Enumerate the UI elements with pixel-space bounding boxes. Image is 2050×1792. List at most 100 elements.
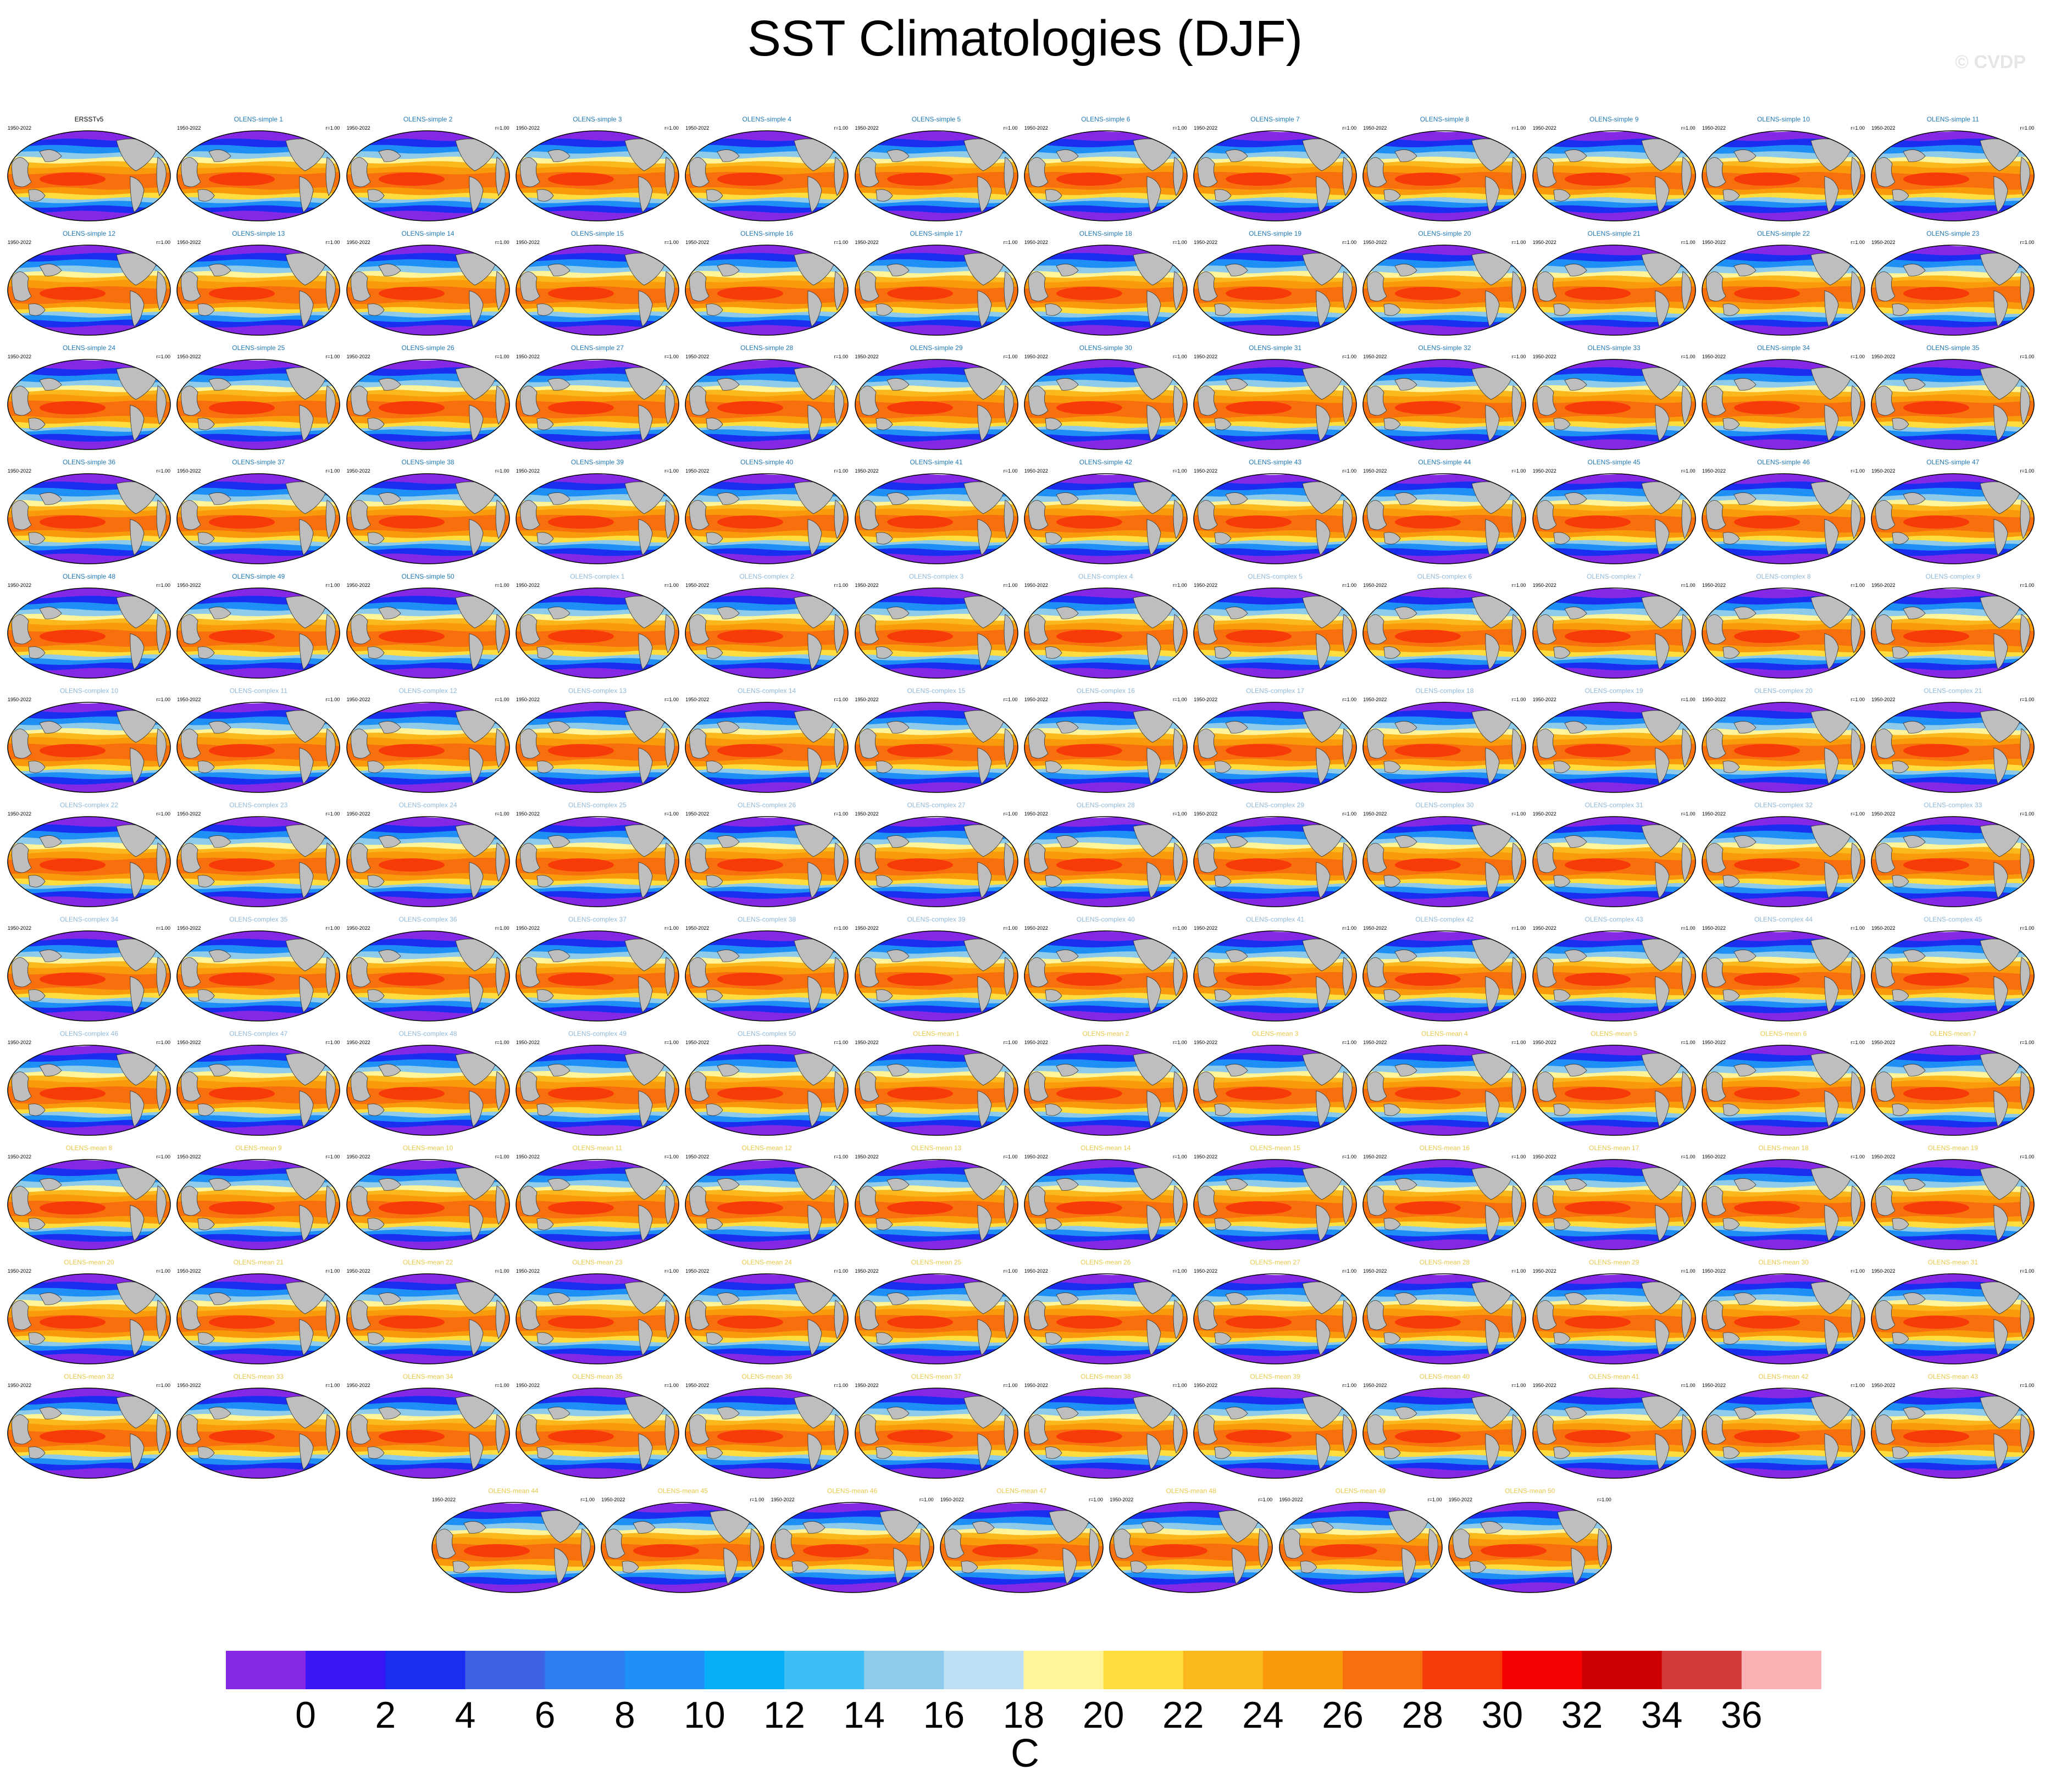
map-panel: OLENS-complex 31 1950-2022 r=1.00 — [1532, 801, 1697, 910]
panel-pattern-correlation: r=1.00 — [834, 811, 849, 817]
panel-title: OLENS-complex 21 — [1924, 687, 1982, 695]
map-panel: OLENS-mean 23 1950-2022 r=1.00 — [515, 1258, 680, 1367]
sst-map — [1193, 1045, 1357, 1136]
sst-map — [1532, 587, 1696, 679]
panel-pattern-correlation: r=1.00 — [834, 354, 849, 359]
panel-years: 1950-2022 — [516, 925, 540, 931]
sst-map — [1871, 473, 2035, 564]
sst-map — [601, 1502, 765, 1593]
panel-years: 1950-2022 — [346, 468, 370, 474]
panel-years: 1950-2022 — [855, 1040, 879, 1045]
sst-field — [8, 931, 170, 1021]
sst-map — [1871, 702, 2035, 793]
map-panel: OLENS-complex 42 1950-2022 r=1.00 — [1362, 916, 1527, 1024]
map-panel: OLENS-simple 49 1950-2022 r=1.00 — [176, 573, 341, 681]
sst-map — [1532, 1159, 1696, 1250]
map-panel: OLENS-mean 18 1950-2022 r=1.00 — [1701, 1144, 1866, 1253]
panel-title: OLENS-simple 49 — [232, 573, 285, 580]
map-panel: OLENS-simple 35 1950-2022 r=1.00 — [1870, 344, 2035, 453]
sst-map — [1362, 1045, 1527, 1136]
panel-years: 1950-2022 — [1532, 1154, 1556, 1159]
panel-pattern-correlation: r=1.00 — [1850, 1154, 1865, 1159]
panel-years: 1950-2022 — [1194, 582, 1218, 588]
map-panel: OLENS-complex 29 1950-2022 r=1.00 — [1193, 801, 1358, 910]
panel-years: 1950-2022 — [1194, 468, 1218, 474]
sst-map — [176, 359, 341, 450]
sst-map — [176, 130, 341, 221]
panel-pattern-correlation: r=1.00 — [1850, 925, 1865, 931]
sst-field — [1871, 931, 2035, 1021]
sst-map — [1702, 1273, 1865, 1364]
panel-title: OLENS-mean 20 — [64, 1258, 114, 1266]
panel-years: 1950-2022 — [1024, 697, 1048, 702]
panel-years: 1950-2022 — [685, 468, 710, 474]
sst-map — [1024, 816, 1188, 907]
panel-pattern-correlation: r=1.00 — [1173, 125, 1187, 131]
panel-years: 1950-2022 — [177, 240, 201, 245]
panel-years: 1950-2022 — [1363, 1154, 1387, 1159]
panel-title: OLENS-simple 21 — [1587, 230, 1641, 237]
panel-years: 1950-2022 — [1702, 925, 1726, 931]
panel-title: OLENS-complex 43 — [1584, 916, 1643, 923]
map-panel: OLENS-complex 19 1950-2022 r=1.00 — [1532, 687, 1697, 796]
sst-field — [1024, 588, 1187, 678]
panel-pattern-correlation: r=1.00 — [834, 468, 849, 474]
map-panel: OLENS-complex 50 1950-2022 r=1.00 — [684, 1030, 849, 1139]
sst-map — [1871, 930, 2035, 1022]
map-panel: OLENS-complex 10 1950-2022 r=1.00 — [7, 687, 171, 796]
panel-title: OLENS-mean 11 — [572, 1144, 623, 1152]
panel-pattern-correlation: r=1.00 — [1003, 1040, 1018, 1045]
panel-pattern-correlation: r=1.00 — [1173, 697, 1187, 702]
panel-years: 1950-2022 — [1702, 125, 1726, 131]
panel-years: 1950-2022 — [1871, 1154, 1896, 1159]
map-panel: OLENS-complex 14 1950-2022 r=1.00 — [684, 687, 849, 796]
panel-title: OLENS-simple 32 — [1418, 344, 1471, 352]
panel-title: OLENS-simple 36 — [62, 458, 116, 466]
colorbar-tick-label: 2 — [375, 1694, 396, 1736]
panel-pattern-correlation: r=1.00 — [1511, 354, 1526, 359]
panel-pattern-correlation: r=1.00 — [2020, 354, 2035, 359]
colorbar-tick-label: 28 — [1401, 1694, 1444, 1736]
map-panel: OLENS-mean 10 1950-2022 r=1.00 — [346, 1144, 511, 1253]
sst-field — [855, 702, 1018, 792]
panel-pattern-correlation: r=1.00 — [325, 811, 340, 817]
panel-pattern-correlation: r=1.00 — [1681, 1268, 1696, 1274]
sst-map — [346, 816, 510, 907]
panel-pattern-correlation: r=1.00 — [1173, 925, 1187, 931]
sst-map — [1362, 1388, 1527, 1479]
map-panel: OLENS-simple 41 1950-2022 r=1.00 — [854, 458, 1019, 567]
panel-years: 1950-2022 — [1194, 240, 1218, 245]
panel-pattern-correlation: r=1.00 — [1003, 1154, 1018, 1159]
map-panel: OLENS-complex 3 1950-2022 r=1.00 — [854, 573, 1019, 681]
sst-field — [1194, 588, 1357, 678]
sst-field — [516, 1388, 679, 1478]
map-panel: OLENS-complex 4 1950-2022 r=1.00 — [1023, 573, 1188, 681]
sst-map — [854, 1045, 1018, 1136]
panel-years: 1950-2022 — [8, 468, 32, 474]
map-panel: OLENS-simple 22 1950-2022 r=1.00 — [1701, 230, 1866, 339]
panel-title: OLENS-simple 10 — [1757, 115, 1810, 123]
panel-title: OLENS-complex 36 — [398, 916, 457, 923]
map-panel: OLENS-mean 30 1950-2022 r=1.00 — [1701, 1258, 1866, 1367]
sst-field — [1363, 588, 1526, 678]
panel-years: 1950-2022 — [1194, 1268, 1218, 1274]
panel-title: OLENS-complex 4 — [1078, 573, 1133, 580]
panel-years: 1950-2022 — [685, 582, 710, 588]
map-panel: OLENS-simple 10 1950-2022 r=1.00 — [1701, 115, 1866, 224]
map-panel: OLENS-complex 45 1950-2022 r=1.00 — [1870, 916, 2035, 1024]
map-panel: OLENS-simple 5 1950-2022 r=1.00 — [854, 115, 1019, 224]
panel-title: OLENS-complex 34 — [59, 916, 119, 923]
panel-years: 1950-2022 — [1702, 1383, 1726, 1388]
panel-years: 1950-2022 — [346, 1383, 370, 1388]
map-panel: OLENS-simple 2 1950-2022 r=1.00 — [346, 115, 511, 224]
map-panel: OLENS-complex 12 1950-2022 r=1.00 — [346, 687, 511, 796]
panel-pattern-correlation: r=1.00 — [495, 1040, 509, 1045]
colorbar-swatch — [704, 1651, 785, 1689]
map-panel: OLENS-simple 23 1950-2022 r=1.00 — [1870, 230, 2035, 339]
sst-map — [1871, 1159, 2035, 1250]
panel-title: OLENS-mean 30 — [1758, 1258, 1809, 1266]
panel-pattern-correlation: r=1.00 — [1511, 125, 1526, 131]
sst-field — [1871, 1045, 2035, 1135]
panel-title: OLENS-mean 39 — [1250, 1373, 1300, 1380]
sst-map — [1871, 359, 2035, 450]
